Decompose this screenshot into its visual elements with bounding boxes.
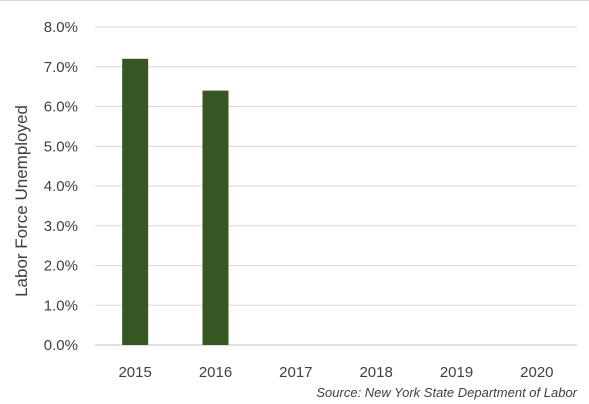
y-tick-label: 1.0% [44, 297, 78, 314]
x-tick-label: 2019 [440, 364, 473, 381]
y-tick-label: 4.0% [44, 178, 78, 195]
x-axis-ticks: 2015 2016 2017 2018 2019 2020 [118, 364, 553, 381]
bar-2016 [202, 90, 229, 345]
x-tick-label: 2015 [118, 364, 151, 381]
y-tick-label: 2.0% [44, 258, 78, 275]
gridlines [95, 26, 577, 346]
y-tick-label: 8.0% [44, 19, 78, 36]
y-tick-label: 0.0% [44, 337, 78, 354]
x-tick-label: 2020 [520, 364, 553, 381]
bar-2015 [122, 58, 149, 346]
x-tick-label: 2018 [359, 364, 392, 381]
y-tick-label: 6.0% [44, 99, 78, 116]
y-axis-title: Labor Force Unemployed [12, 105, 31, 297]
y-tick-label: 5.0% [44, 138, 78, 155]
y-axis-ticks: 0.0% 1.0% 2.0% 3.0% 4.0% 5.0% 6.0% 7.0% 8.0% [44, 19, 78, 354]
x-tick-label: 2016 [199, 364, 232, 381]
y-tick-label: 3.0% [44, 218, 78, 235]
bars [122, 58, 229, 346]
source-note: Source: New York State Department of Lab… [316, 385, 577, 400]
x-tick-label: 2017 [279, 364, 312, 381]
y-tick-label: 7.0% [44, 59, 78, 76]
